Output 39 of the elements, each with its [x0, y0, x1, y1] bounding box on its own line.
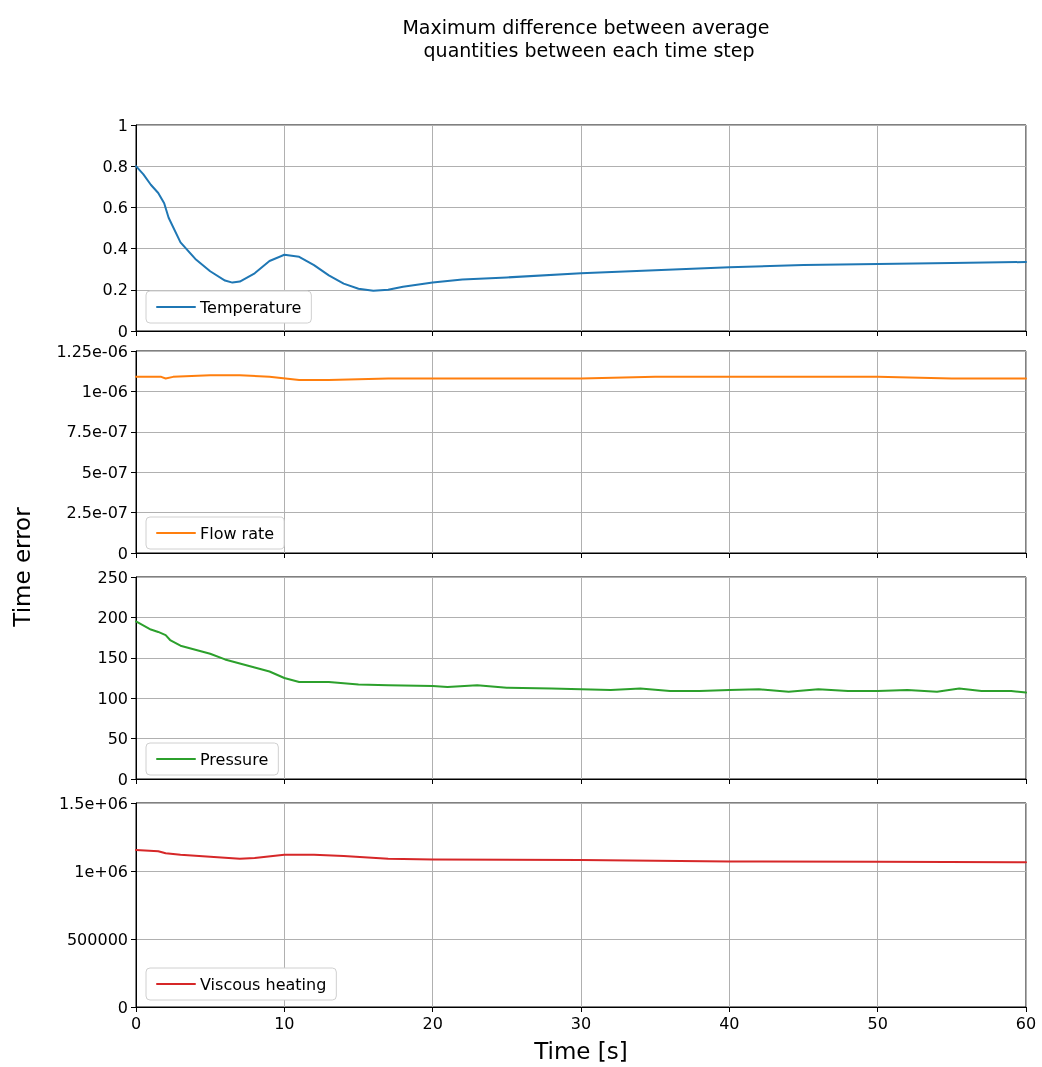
y-tick-label: 0.6 [102, 197, 128, 217]
x-tick-label: 30 [570, 1013, 592, 1033]
y-tick-label: 0.8 [102, 156, 128, 176]
line-series [135, 165, 1027, 292]
y-tick-label: 0.2 [102, 280, 128, 300]
y-tick-label: 200 [97, 607, 128, 627]
chart-title: Maximum difference between average quantities between each time step [402, 15, 770, 61]
x-tick-label: 20 [422, 1013, 443, 1033]
line-series [135, 848, 1027, 864]
y-tick-label: 100 [97, 688, 128, 708]
legend-label: Pressure [200, 749, 269, 769]
x-axis-title: Time [s] [533, 1037, 628, 1064]
x-tick-label: 0 [130, 1013, 142, 1033]
x-tick-label: 50 [867, 1013, 888, 1033]
y-tick-label: 150 [97, 648, 128, 668]
y-tick-label: 250 [97, 567, 128, 587]
legend-label: Viscous heating [200, 974, 327, 994]
y-tick-label: 5e-07 [81, 462, 128, 482]
y-tick-label: 1 [117, 115, 128, 135]
y-tick-label: 1.5e+06 [58, 793, 128, 813]
y-tick-label: 50 [107, 729, 128, 749]
y-tick-label: 0 [117, 769, 128, 789]
y-tick-label: 0.4 [102, 239, 128, 259]
y-tick-label: 1.25e-06 [56, 341, 128, 361]
y-tick-label: 7.5e-07 [66, 422, 128, 442]
x-tick-label: 10 [274, 1013, 295, 1033]
y-axis-title: Time error [9, 507, 35, 627]
x-tick-label: 40 [719, 1013, 740, 1033]
line-series [135, 620, 1027, 694]
x-tick-label: 60 [1015, 1013, 1037, 1033]
legend-label: Flow rate [200, 523, 275, 543]
y-tick-label: 1e-06 [81, 381, 128, 401]
y-tick-label: 500000 [66, 929, 128, 949]
legend-label: Temperature [199, 297, 302, 317]
y-tick-label: 0 [117, 321, 128, 341]
y-tick-label: 0 [117, 997, 128, 1017]
y-tick-label: 2.5e-07 [66, 503, 128, 523]
y-tick-label: 1e+06 [74, 861, 128, 881]
y-tick-label: 0 [117, 543, 128, 563]
